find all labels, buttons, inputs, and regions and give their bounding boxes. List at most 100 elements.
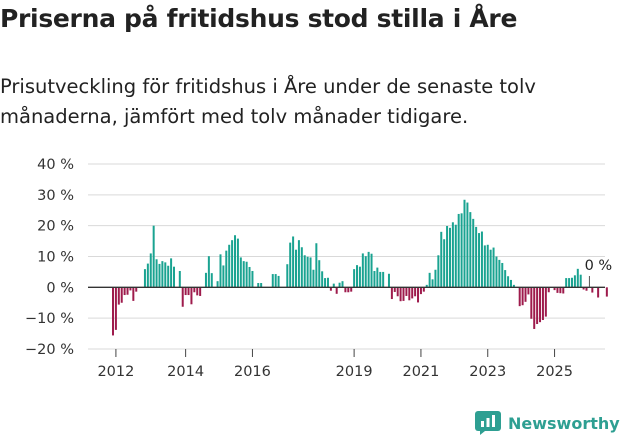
bar bbox=[405, 287, 408, 296]
y-tick-label: −10 % bbox=[25, 311, 74, 327]
bar bbox=[431, 279, 434, 288]
bar bbox=[573, 275, 576, 288]
bar bbox=[260, 283, 263, 288]
annotation-label: 0 % bbox=[585, 258, 613, 274]
bar bbox=[469, 212, 472, 288]
bar bbox=[568, 278, 571, 288]
bar bbox=[483, 245, 486, 288]
bar bbox=[562, 287, 565, 294]
bar bbox=[463, 199, 466, 288]
bar bbox=[326, 277, 329, 288]
bar bbox=[472, 218, 475, 288]
y-tick-label: 0 % bbox=[46, 280, 74, 296]
bar bbox=[353, 269, 356, 288]
bar bbox=[440, 231, 443, 288]
bar bbox=[135, 287, 138, 292]
gridlines bbox=[88, 163, 605, 350]
bar bbox=[399, 287, 402, 302]
bar bbox=[393, 287, 396, 292]
bar bbox=[402, 287, 405, 301]
bar bbox=[161, 261, 164, 288]
bar bbox=[321, 271, 324, 288]
bar bbox=[178, 270, 181, 288]
x-tick-label: 2021 bbox=[402, 364, 439, 380]
bar bbox=[184, 287, 187, 296]
bar bbox=[292, 236, 295, 288]
x-tick-label: 2023 bbox=[469, 364, 506, 380]
y-axis-tick-labels: −20 % −10 % 0 % 10 % 20 % 30 % 40 % bbox=[25, 157, 74, 358]
x-tick-label: 2014 bbox=[167, 364, 204, 380]
bar bbox=[132, 287, 135, 301]
bar bbox=[527, 287, 530, 295]
y-tick-label: 40 % bbox=[37, 157, 74, 173]
bar bbox=[480, 231, 483, 288]
bar bbox=[512, 284, 515, 288]
bar bbox=[193, 287, 196, 293]
bar bbox=[199, 287, 202, 296]
x-tick-label: 2012 bbox=[97, 364, 134, 380]
bar bbox=[286, 264, 289, 288]
chart-subtitle: Prisutveckling för fritidshus i Åre unde… bbox=[0, 75, 536, 128]
bar bbox=[231, 240, 234, 288]
bar bbox=[207, 256, 210, 288]
bar bbox=[114, 287, 117, 330]
bar bbox=[390, 287, 393, 300]
bar bbox=[170, 258, 173, 288]
bar bbox=[521, 287, 524, 306]
bar bbox=[541, 287, 544, 321]
bar bbox=[181, 287, 184, 307]
bar bbox=[382, 271, 385, 288]
bar bbox=[544, 287, 547, 317]
annotation: 0 % bbox=[585, 258, 613, 288]
bar bbox=[434, 269, 437, 288]
bar bbox=[582, 287, 585, 290]
bar bbox=[422, 287, 425, 292]
bar bbox=[361, 253, 364, 288]
bar bbox=[277, 275, 280, 288]
x-axis-ticks: 2012 2014 2016 2019 2021 2023 2025 bbox=[97, 349, 573, 380]
bar bbox=[428, 272, 431, 288]
bar bbox=[507, 276, 510, 288]
bar bbox=[152, 225, 155, 288]
bar bbox=[257, 283, 260, 288]
chart-title: Priserna på fritidshus stod stilla i Åre bbox=[0, 4, 518, 33]
bar bbox=[335, 287, 338, 294]
bar bbox=[457, 213, 460, 288]
bar bbox=[492, 247, 495, 288]
bar bbox=[242, 261, 245, 288]
bar bbox=[379, 271, 382, 288]
bar bbox=[300, 247, 303, 288]
bar bbox=[306, 256, 309, 288]
bar bbox=[146, 263, 149, 288]
y-tick-label: 30 % bbox=[37, 188, 74, 204]
bar bbox=[591, 287, 594, 293]
bar bbox=[559, 287, 562, 294]
bar bbox=[219, 254, 222, 288]
bar bbox=[501, 262, 504, 288]
bar bbox=[437, 255, 440, 288]
bar bbox=[373, 270, 376, 288]
bar bbox=[332, 283, 335, 288]
bar bbox=[251, 270, 254, 288]
bar bbox=[274, 274, 277, 288]
bar bbox=[248, 266, 251, 288]
bar bbox=[570, 277, 573, 288]
bar bbox=[196, 287, 199, 296]
bar bbox=[245, 261, 248, 288]
bar bbox=[454, 224, 457, 288]
bar bbox=[126, 287, 129, 295]
x-tick-label: 2016 bbox=[234, 364, 271, 380]
bar bbox=[120, 287, 123, 303]
bar bbox=[129, 287, 132, 291]
bar bbox=[486, 244, 489, 288]
bar bbox=[579, 274, 582, 288]
bar bbox=[234, 235, 237, 288]
bar bbox=[329, 287, 332, 291]
y-tick-label: 10 % bbox=[37, 250, 74, 266]
bar bbox=[605, 287, 608, 297]
bar bbox=[356, 265, 359, 288]
bar bbox=[417, 287, 420, 303]
bar bbox=[173, 266, 175, 288]
bar bbox=[478, 233, 481, 288]
x-tick-label: 2025 bbox=[536, 364, 573, 380]
